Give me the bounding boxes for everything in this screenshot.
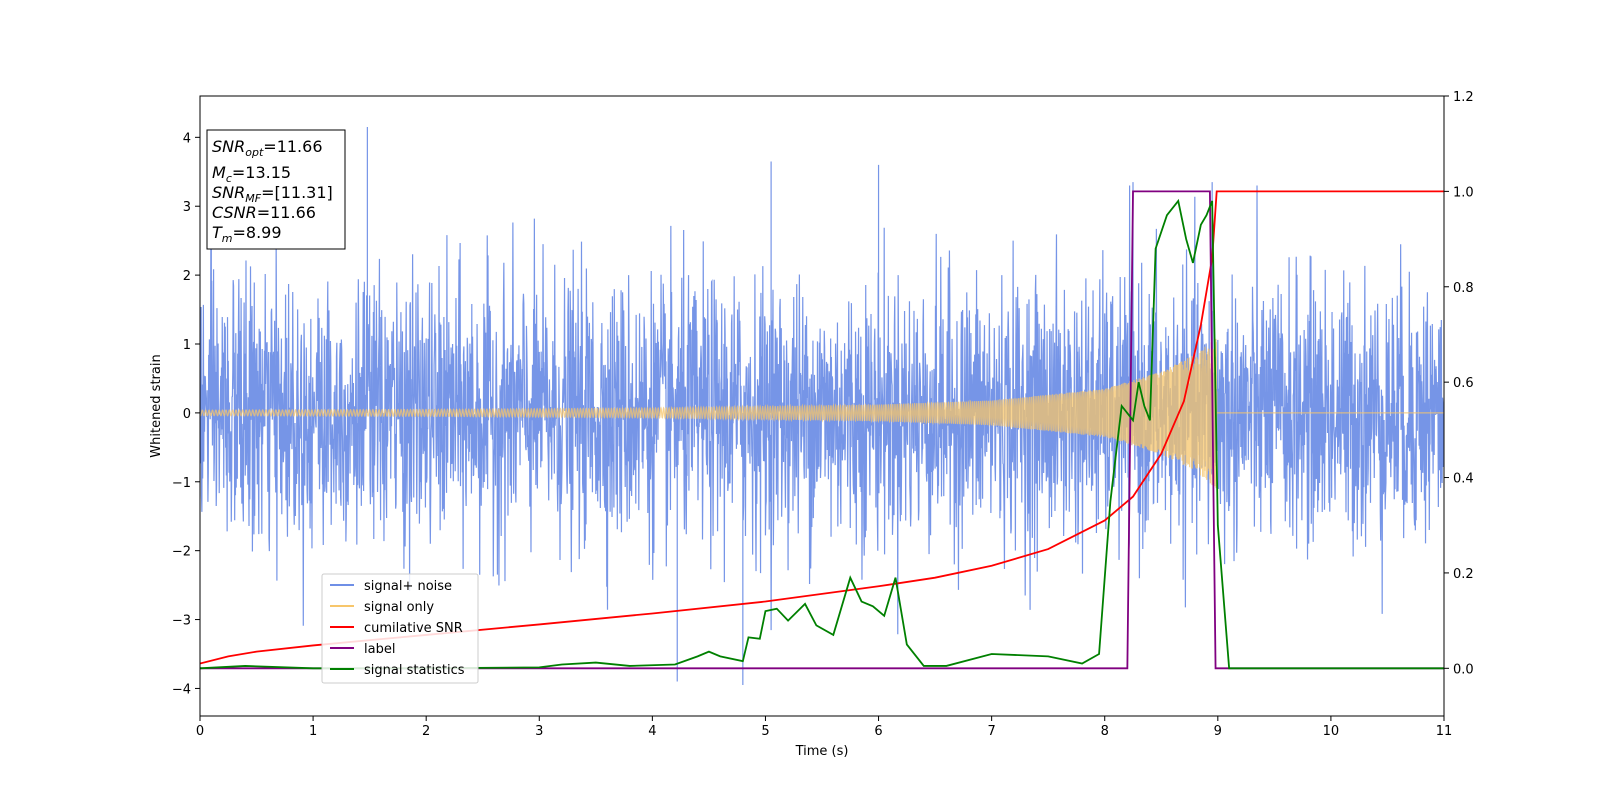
series-signal-only-line [200,338,1444,489]
y2-tick-label: 0.2 [1453,567,1474,582]
x-axis-title: Time (s) [795,744,849,759]
annotation-box: SNRopt=11.66 Mc=13.15 SNRMF=[11.31] CSNR… [206,129,346,250]
series-layer [200,127,1444,685]
x-tick-label: 10 [1323,724,1340,739]
svg-text:cumilative SNR: cumilative SNR [364,621,463,636]
x-tick-label: 11 [1436,724,1453,739]
x-tick-label: 6 [874,724,882,739]
svg-text:signal statistics: signal statistics [364,663,465,678]
y-axis-left: −4 −3 −2 −1 0 1 2 3 4 [172,131,200,697]
annotation-line-mc: Mc=13.15 [212,163,291,185]
svg-text:label: label [364,642,395,657]
y-tick-label: 4 [183,131,191,146]
legend-entry-signal-only: signal only [330,600,434,615]
y-tick-label: 2 [183,269,191,284]
x-tick-label: 8 [1101,724,1109,739]
y-tick-label: −4 [172,682,191,697]
y-tick-label: −3 [172,614,191,629]
y-tick-label: 0 [183,407,191,422]
x-tick-label: 0 [196,724,204,739]
svg-text:signal only: signal only [364,600,434,615]
legend: signal+ noise signal only cumilative SNR… [321,573,479,684]
y2-tick-label: 0.8 [1453,281,1474,296]
x-tick-label: 9 [1214,724,1222,739]
legend-entry-signal-statistics: signal statistics [330,663,465,678]
y-axis-right: 0.0 0.2 0.4 0.6 0.8 1.0 1.2 [1444,90,1474,677]
svg-text:signal+ noise: signal+ noise [364,579,452,594]
legend-entry-signal-noise: signal+ noise [330,579,452,594]
y2-tick-label: 1.0 [1453,185,1474,200]
y2-tick-label: 1.2 [1453,90,1474,105]
x-tick-label: 7 [987,724,995,739]
y-axis-title: Whitened strain [149,354,164,457]
legend-entry-cumulative-snr: cumilative SNR [330,621,463,636]
x-tick-label: 4 [648,724,656,739]
y-tick-label: −1 [172,476,191,491]
annotation-line-csnr: CSNR=11.66 [212,203,316,222]
x-tick-label: 2 [422,724,430,739]
x-tick-label: 1 [309,724,317,739]
annotation-line-snr-mf: SNRMF=[11.31] [212,183,333,205]
x-tick-label: 3 [535,724,543,739]
y2-tick-label: 0.6 [1453,376,1474,391]
series-signal-statistics-line [200,198,1444,670]
annotation-line-tm: Tm=8.99 [212,223,282,245]
annotation-line-snr-opt: SNRopt=11.66 [212,137,323,159]
y-tick-label: −2 [172,545,191,560]
x-axis: 0 1 2 3 4 5 6 7 8 9 10 11 [196,716,1452,739]
legend-entry-label: label [330,642,395,657]
y2-tick-label: 0.4 [1453,472,1474,487]
y-tick-label: 3 [183,200,191,215]
y2-tick-label: 0.0 [1453,662,1474,677]
series-signal-noise-line [200,127,1444,685]
x-tick-label: 5 [761,724,769,739]
plot-frame [199,95,1445,717]
y-tick-label: 1 [183,338,191,353]
